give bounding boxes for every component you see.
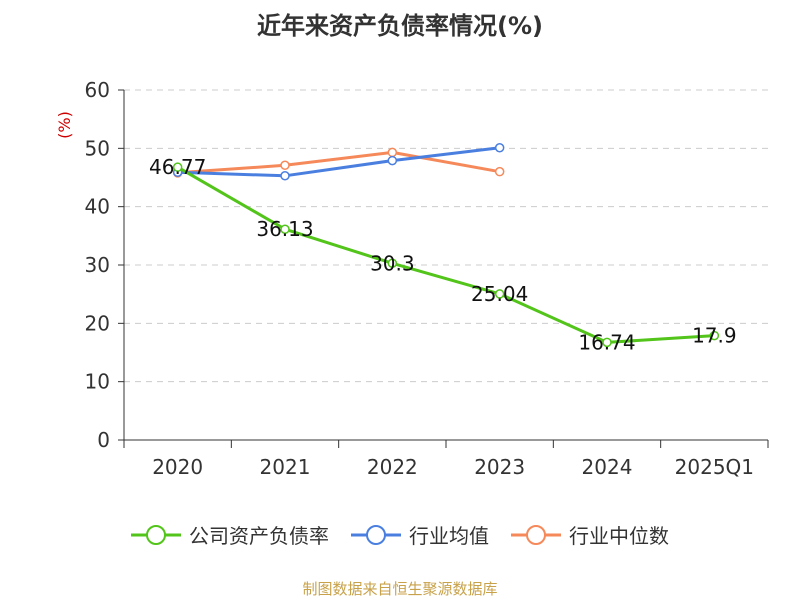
- data-label: 46.77: [149, 155, 206, 179]
- data-point: [387, 258, 398, 268]
- data-point: [387, 147, 398, 158]
- chart-title: 近年来资产负债率情况(%): [257, 12, 543, 40]
- data-label: 25.04: [471, 282, 528, 306]
- data-point: [494, 289, 505, 299]
- legend: 公司资产负债率 行业均值 行业中位数: [0, 520, 800, 549]
- series-line: [177, 146, 500, 178]
- data-point: [602, 337, 612, 348]
- x-tick-label: 2023: [474, 455, 525, 479]
- y-tick-label: 60: [85, 78, 110, 102]
- legend-swatch-icon: [351, 524, 401, 545]
- y-tick-label: 50: [85, 136, 110, 160]
- y-axis-label: (%): [55, 111, 74, 139]
- legend-item[interactable]: 行业中位数: [511, 520, 669, 549]
- x-tick-label: 2021: [260, 455, 311, 479]
- x-tick-label: 2022: [367, 455, 418, 479]
- x-tick-label: 2024: [582, 455, 633, 479]
- legend-swatch-icon: [131, 524, 181, 545]
- legend-item[interactable]: 行业均值: [351, 520, 489, 549]
- y-tick-label: 10: [85, 370, 110, 394]
- data-point: [280, 171, 290, 181]
- y-tick-label: 0: [97, 428, 110, 452]
- series-line: [177, 150, 500, 175]
- data-point: [387, 155, 398, 166]
- x-tick-label: 2025Q1: [675, 455, 754, 479]
- data-point: [494, 166, 505, 177]
- legend-swatch-icon: [511, 524, 561, 545]
- data-label: 36.13: [256, 217, 313, 241]
- data-point: [172, 162, 183, 172]
- data-label: 30.3: [370, 251, 415, 275]
- legend-item[interactable]: 公司资产负债率: [131, 520, 329, 549]
- legend-label: 公司资产负债率: [189, 524, 329, 548]
- y-tick-label: 20: [85, 311, 110, 335]
- y-tick-label: 40: [85, 195, 110, 219]
- legend-label: 行业中位数: [569, 524, 669, 548]
- data-point: [709, 330, 720, 341]
- data-point: [280, 160, 290, 170]
- legend-label: 行业均值: [409, 524, 489, 548]
- data-label: 16.74: [578, 330, 635, 354]
- data-label: 17.9: [692, 324, 737, 348]
- x-tick-label: 2020: [152, 455, 203, 479]
- y-tick-label: 30: [85, 253, 110, 277]
- source-note: 制图数据来自恒生聚源数据库: [302, 580, 498, 598]
- series-line: [176, 165, 715, 344]
- data-point: [280, 224, 290, 234]
- data-point: [494, 143, 505, 153]
